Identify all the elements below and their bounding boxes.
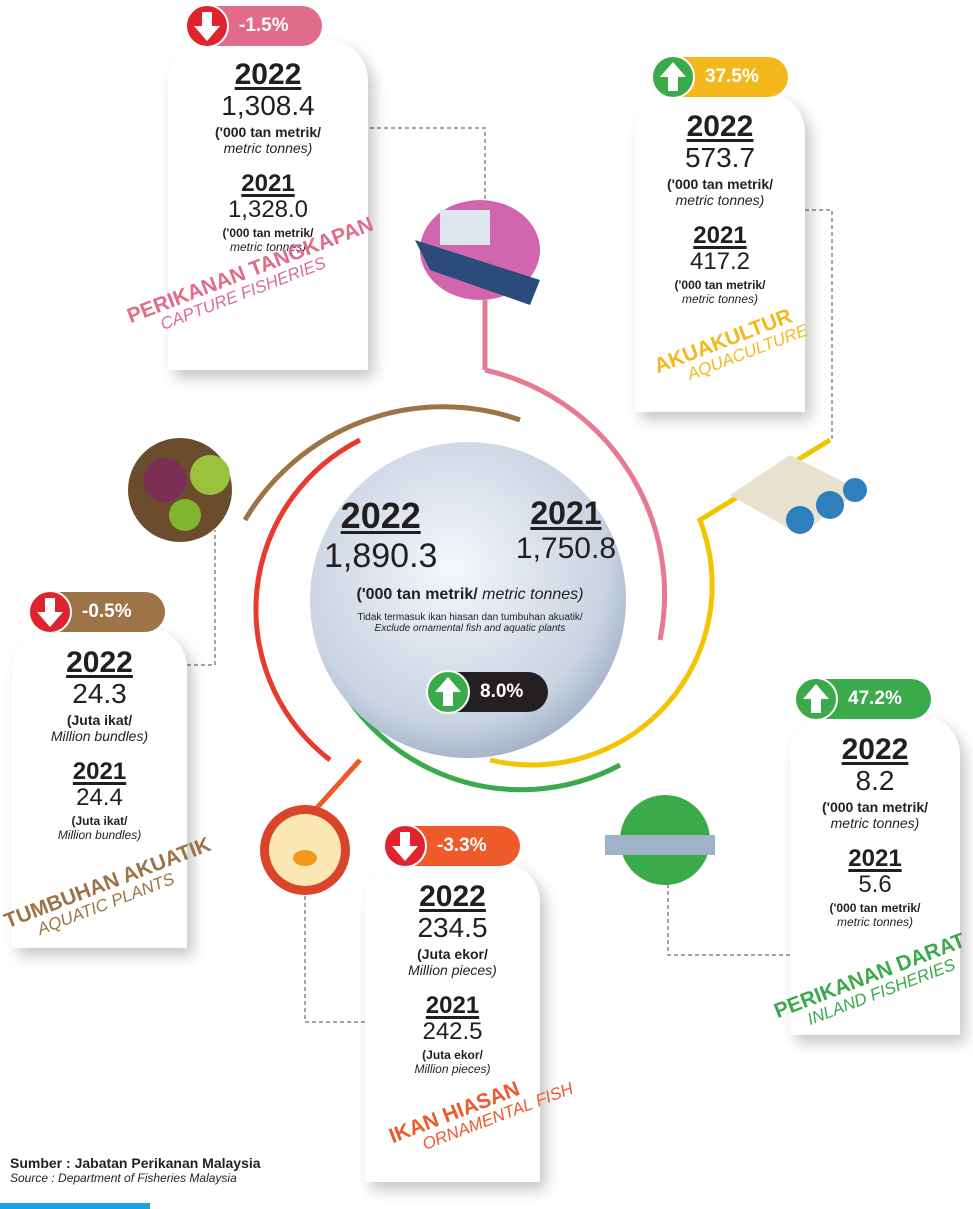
change-badge: -3.3% bbox=[383, 824, 520, 868]
card: 2022 234.5 (Juta ekor/Million pieces) 2021 2… bbox=[365, 862, 540, 1182]
year: 2022 bbox=[841, 733, 909, 766]
badge-text: 37.5% bbox=[705, 66, 759, 87]
source-en: Source : Department of Fisheries Malaysi… bbox=[10, 1171, 237, 1185]
badge-text: -0.5% bbox=[82, 601, 132, 622]
card: 2022 8.2 ('000 tan metrik/metric tonnes) 20… bbox=[790, 715, 960, 1035]
value: 5.6 bbox=[858, 871, 892, 898]
arrow-icon bbox=[651, 55, 695, 99]
center-year: 2022 bbox=[340, 495, 421, 536]
arrow-icon bbox=[28, 590, 72, 634]
center-note: Tidak termasuk ikan hiasan dan tumbuhan … bbox=[357, 612, 583, 623]
unit-ms: (Juta ikat/ bbox=[66, 712, 133, 728]
value: 1,328.0 bbox=[227, 196, 309, 223]
center-block: 2022 1,890.3 2021 1,750.8 ('000 tan metrik/ … bbox=[320, 495, 620, 634]
footer-bar bbox=[0, 1203, 150, 1209]
badge-text: -3.3% bbox=[437, 835, 487, 856]
source: Sumber : Jabatan Perikanan Malaysia Sourc… bbox=[10, 1155, 261, 1185]
center-note: Exclude ornamental fish and aquatic plan… bbox=[374, 623, 566, 634]
card: 2022 1,308.4 ('000 tan metrik/metric tonne… bbox=[168, 40, 368, 370]
unit-en: metric tonnes) bbox=[836, 915, 914, 929]
badge-text: -1.5% bbox=[239, 15, 289, 36]
unit-en: Million bundles) bbox=[50, 728, 149, 744]
unit-en: metric tonnes) bbox=[482, 586, 584, 603]
unit-ms: (Juta ekor/ bbox=[422, 1048, 483, 1062]
center-unit: ('000 tan metrik/ metric tonnes) bbox=[320, 586, 620, 604]
year: 2022 bbox=[234, 58, 302, 91]
unit-en: metric tonnes) bbox=[681, 292, 759, 306]
center-col: 2021 1,750.8 bbox=[516, 495, 616, 576]
year: 2022 bbox=[66, 646, 133, 679]
leaders bbox=[187, 127, 833, 1023]
unit-ms: (Juta ekor/ bbox=[417, 946, 488, 962]
unit-ms: ('000 tan metrik/ bbox=[674, 278, 766, 292]
year: 2021 bbox=[848, 845, 902, 872]
year: 2021 bbox=[241, 170, 295, 197]
unit-en: Million pieces) bbox=[408, 962, 497, 978]
arrow-icon bbox=[185, 4, 229, 48]
change-badge: -0.5% bbox=[28, 590, 165, 634]
unit-en: metric tonnes) bbox=[229, 240, 307, 254]
value: 242.5 bbox=[422, 1018, 483, 1045]
value: 24.4 bbox=[76, 784, 123, 811]
year: 2021 bbox=[425, 992, 480, 1019]
value: 417.2 bbox=[689, 248, 751, 275]
value: 24.3 bbox=[72, 678, 127, 709]
badge-text: 47.2% bbox=[848, 688, 902, 709]
value: 573.7 bbox=[684, 142, 756, 173]
arrow-icon bbox=[426, 670, 470, 714]
unit-ms: ('000 tan metrik/ bbox=[666, 176, 774, 192]
unit-ms: ('000 tan metrik/ bbox=[214, 124, 322, 140]
unit-en: metric tonnes) bbox=[830, 815, 920, 831]
center-year: 2021 bbox=[530, 495, 602, 531]
unit-ms: ('000 tan metrik/ bbox=[356, 586, 478, 603]
year: 2022 bbox=[686, 110, 754, 143]
unit-ms: ('000 tan metrik/ bbox=[821, 799, 929, 815]
unit-ms: ('000 tan metrik/ bbox=[829, 901, 921, 915]
unit-en: metric tonnes) bbox=[675, 192, 765, 208]
center-circle bbox=[310, 442, 626, 758]
arrow-icon bbox=[383, 824, 427, 868]
change-badge: -1.5% bbox=[185, 4, 322, 48]
source-ms: Sumber : Jabatan Perikanan Malaysia bbox=[10, 1155, 261, 1171]
center-badge: 8.0% bbox=[426, 670, 548, 714]
center-value: 1,750.8 bbox=[515, 532, 616, 565]
change-badge: 47.2% bbox=[794, 677, 931, 721]
year: 2021 bbox=[693, 222, 747, 249]
unit-ms: (Juta ikat/ bbox=[71, 814, 128, 828]
unit-ms: ('000 tan metrik/ bbox=[222, 226, 314, 240]
year: 2021 bbox=[72, 758, 127, 785]
unit-en: Million pieces) bbox=[414, 1062, 491, 1076]
unit-en: Million bundles) bbox=[57, 828, 142, 842]
year: 2022 bbox=[419, 880, 486, 913]
card: 2022 24.3 (Juta ikat/Million bundles) 2021 2… bbox=[12, 628, 187, 948]
value: 234.5 bbox=[417, 912, 488, 943]
arrow-icon bbox=[794, 677, 838, 721]
unit-en: metric tonnes) bbox=[223, 140, 313, 156]
change-badge: 37.5% bbox=[651, 55, 788, 99]
center-values: 2022 1,890.3 2021 1,750.8 bbox=[320, 495, 620, 576]
center-value: 1,890.3 bbox=[324, 537, 438, 575]
badge-text: 8.0% bbox=[480, 681, 524, 702]
value: 8.2 bbox=[855, 765, 895, 796]
center-col: 2022 1,890.3 bbox=[324, 495, 437, 576]
value: 1,308.4 bbox=[221, 90, 315, 121]
icons bbox=[128, 200, 867, 895]
card: 2022 573.7 ('000 tan metrik/metric tonnes)… bbox=[635, 92, 805, 412]
